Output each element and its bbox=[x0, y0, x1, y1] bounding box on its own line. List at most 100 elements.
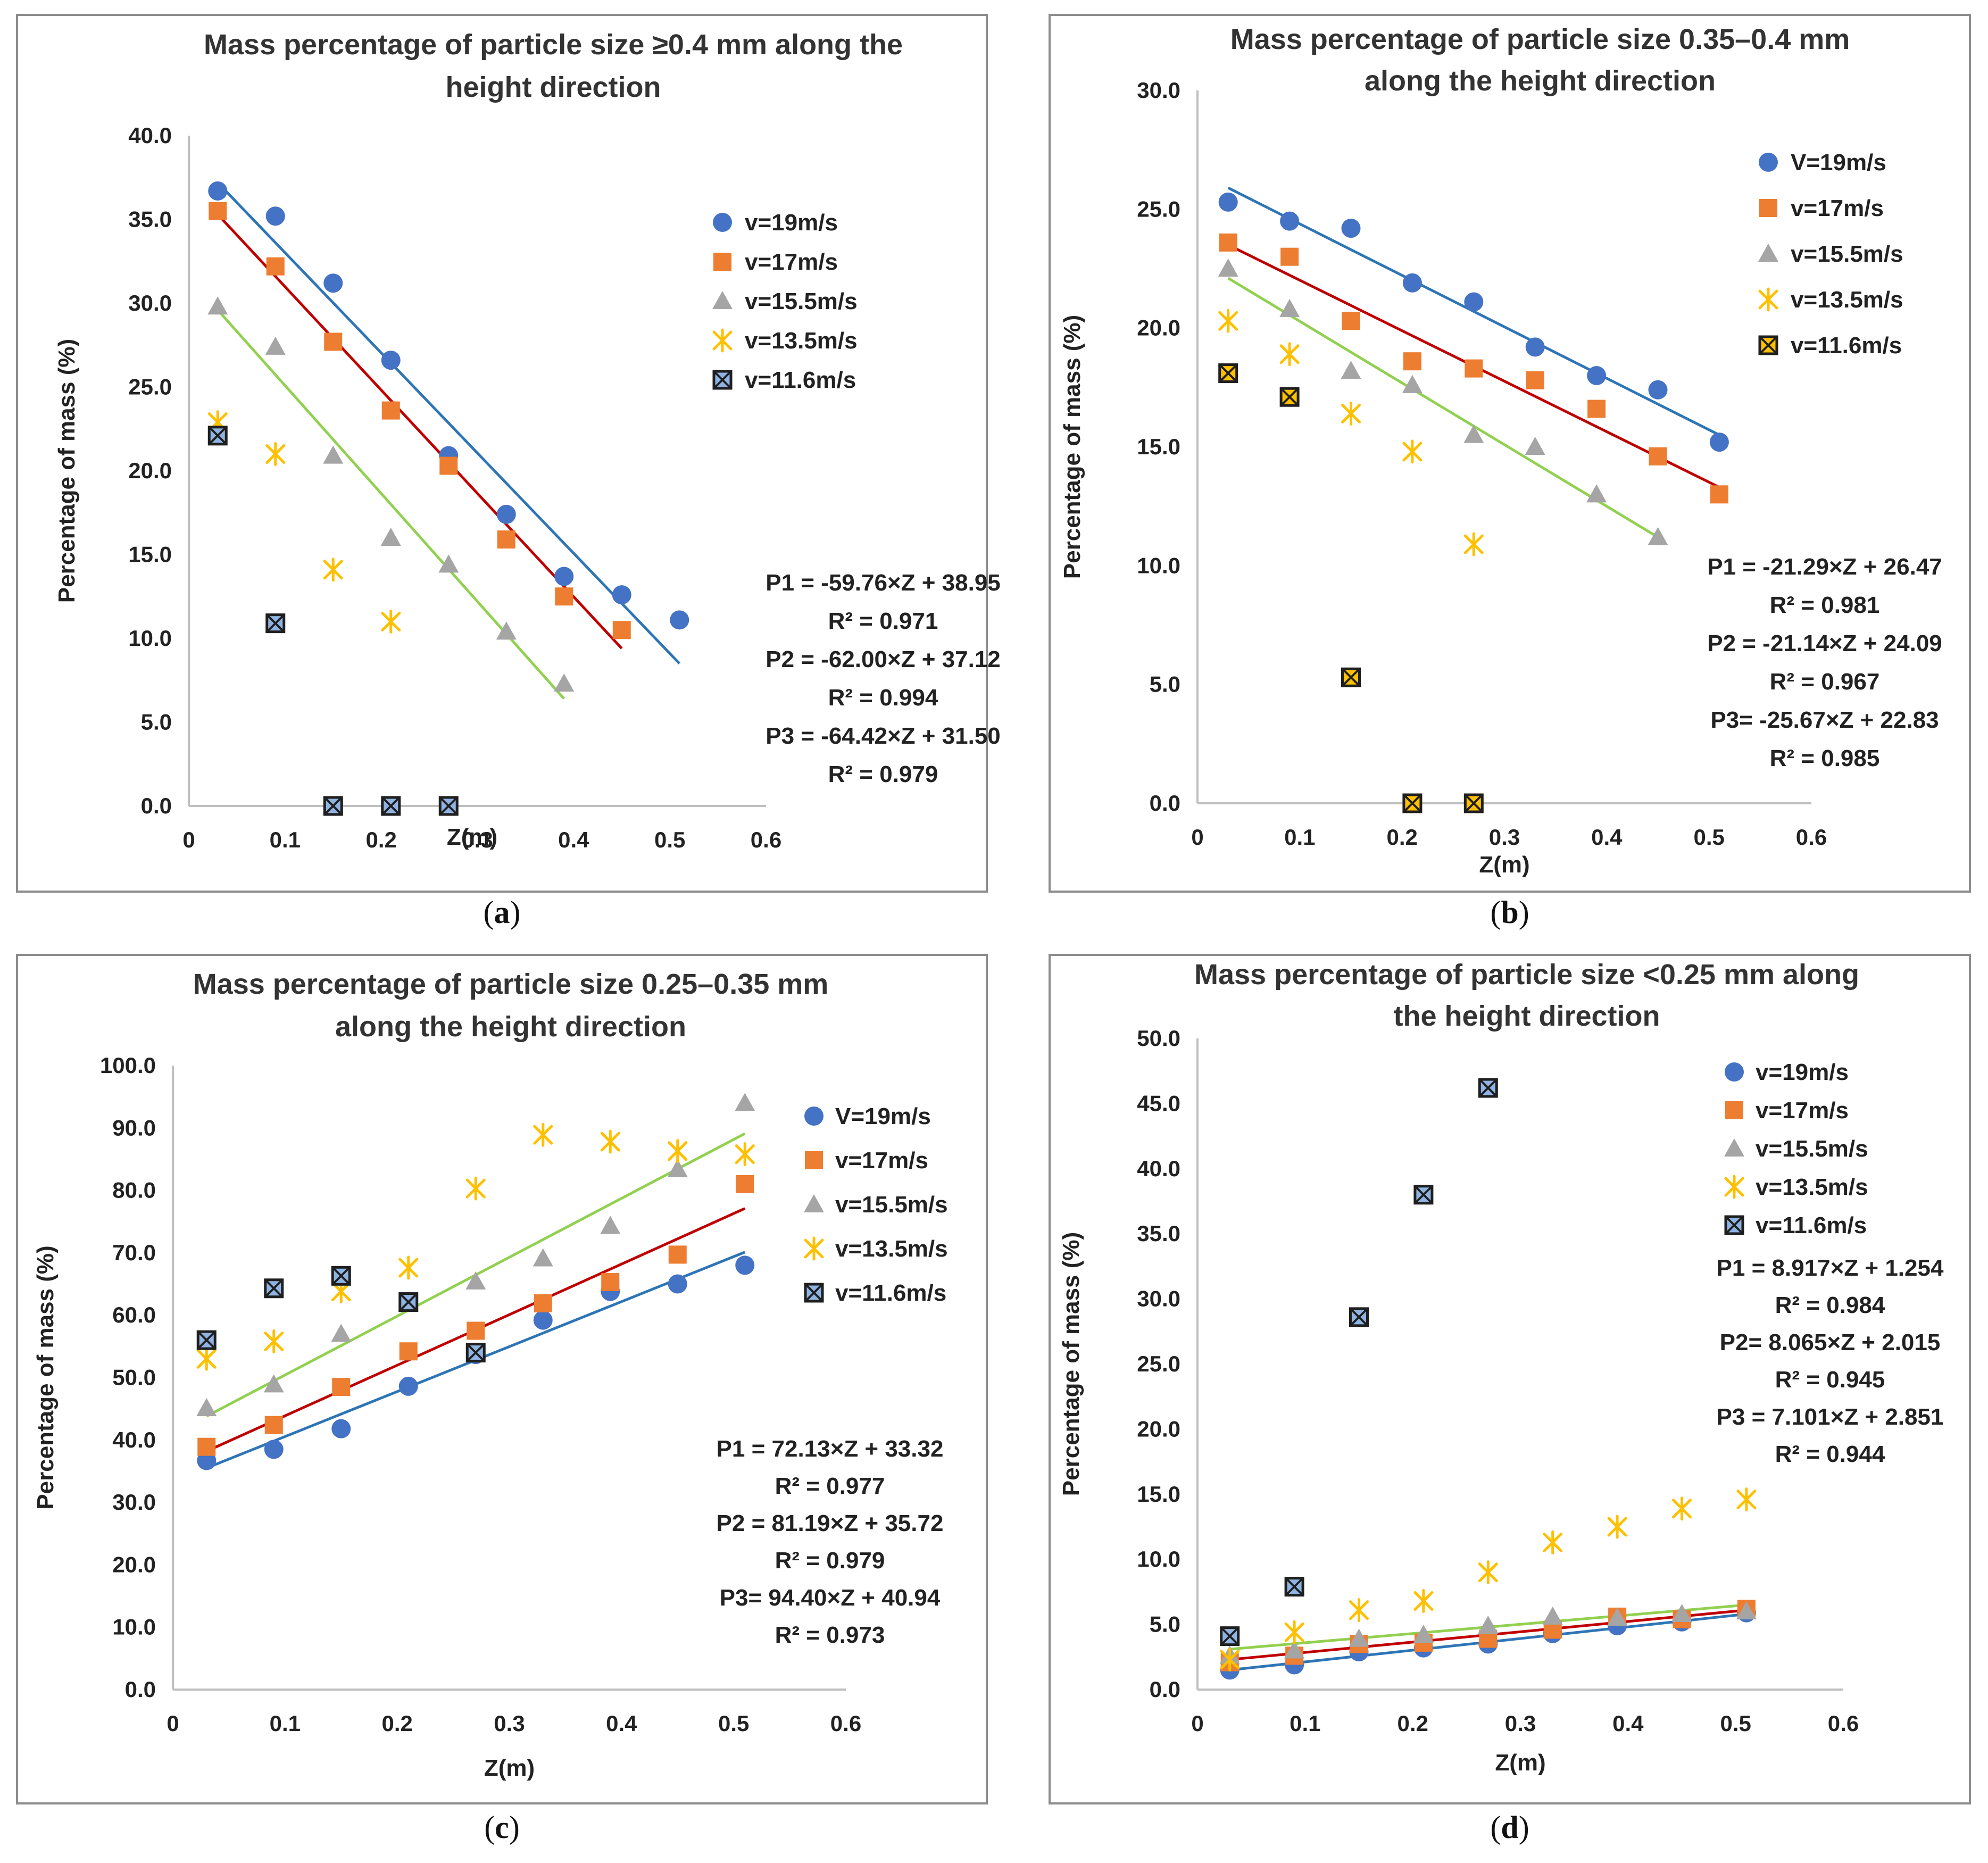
data-point bbox=[1463, 793, 1484, 813]
data-point bbox=[208, 181, 228, 201]
series-star bbox=[1220, 1487, 1757, 1672]
x-axis-label: Z(m) bbox=[1495, 1750, 1545, 1776]
y-tick-label: 5.0 bbox=[141, 710, 172, 735]
data-point-cross bbox=[467, 1344, 484, 1361]
data-point bbox=[467, 1321, 485, 1340]
y-tick-label: 20.0 bbox=[1137, 315, 1180, 340]
series-xsquare bbox=[196, 1266, 486, 1363]
data-point bbox=[266, 257, 285, 276]
y-tick-label: 30.0 bbox=[112, 1490, 156, 1515]
legend-marker bbox=[1725, 1062, 1744, 1082]
y-tick-label: 0.0 bbox=[125, 1677, 156, 1702]
data-point bbox=[1280, 247, 1299, 266]
fit-equation: R² = 0.984 bbox=[1775, 1292, 1885, 1318]
data-point bbox=[533, 1310, 553, 1330]
data-point bbox=[381, 610, 401, 634]
data-point-cross bbox=[1351, 1309, 1367, 1326]
data-point bbox=[1341, 401, 1361, 426]
data-point bbox=[1284, 1640, 1305, 1659]
data-point bbox=[196, 1330, 217, 1350]
data-point bbox=[1219, 233, 1237, 252]
fit-equation: R² = 0.981 bbox=[1770, 592, 1880, 618]
y-tick-label: 10.0 bbox=[1137, 1546, 1180, 1571]
legend-label: v=11.6m/s bbox=[1756, 1212, 1867, 1238]
legend-marker bbox=[804, 1283, 824, 1303]
data-point bbox=[1525, 337, 1545, 357]
caption-letter: a bbox=[494, 895, 510, 930]
chart-c: Mass percentage of particle size 0.25–0.… bbox=[16, 954, 988, 1804]
data-point-cross bbox=[382, 797, 400, 814]
y-tick-label: 10.0 bbox=[112, 1615, 156, 1640]
data-point bbox=[1218, 192, 1238, 212]
data-point bbox=[533, 1248, 553, 1267]
data-point-cross bbox=[198, 1332, 215, 1349]
legend-marker bbox=[1725, 1101, 1743, 1119]
data-point bbox=[265, 442, 286, 466]
series-circle bbox=[208, 181, 689, 630]
data-point bbox=[1341, 219, 1361, 238]
data-point-cross bbox=[325, 797, 342, 814]
data-point bbox=[1218, 259, 1238, 277]
data-point bbox=[1710, 485, 1728, 504]
data-point bbox=[1279, 298, 1300, 317]
x-tick-label: 0.6 bbox=[751, 827, 781, 852]
fit-equation: R² = 0.971 bbox=[828, 608, 938, 634]
legend-label: v=13.5m/s bbox=[1791, 287, 1903, 313]
data-point bbox=[1220, 1626, 1240, 1646]
data-point bbox=[1607, 1608, 1628, 1626]
x-tick-label: 0.2 bbox=[1386, 825, 1417, 850]
x-tick-label: 0.2 bbox=[365, 827, 396, 852]
x-tick-label: 0.3 bbox=[1489, 825, 1520, 850]
data-point bbox=[1648, 527, 1668, 545]
y-tick-label: 5.0 bbox=[1150, 672, 1180, 697]
data-point-cross bbox=[1281, 388, 1298, 405]
legend-marker bbox=[1759, 153, 1778, 172]
series-xsquare bbox=[1218, 363, 1484, 813]
data-point bbox=[668, 1139, 688, 1163]
data-point bbox=[265, 613, 286, 634]
fit-equation: P2 = 81.19×Z + 35.72 bbox=[717, 1510, 944, 1536]
data-point bbox=[196, 1398, 217, 1416]
x-tick-label: 0 bbox=[1191, 1711, 1203, 1736]
legend-marker bbox=[1758, 287, 1778, 312]
legend-marker bbox=[1759, 199, 1777, 217]
y-tick-label: 35.0 bbox=[1137, 1221, 1180, 1246]
data-point bbox=[1478, 1560, 1498, 1585]
series-triangle bbox=[1219, 1601, 1757, 1664]
x-tick-label: 0.5 bbox=[654, 827, 685, 852]
chart-frame bbox=[16, 954, 988, 1804]
data-point bbox=[667, 1159, 688, 1177]
data-point bbox=[1402, 375, 1423, 393]
data-point bbox=[1586, 484, 1607, 503]
data-point bbox=[554, 567, 574, 586]
fit-equation: P3 = 7.101×Z + 2.851 bbox=[1717, 1404, 1944, 1430]
data-point bbox=[612, 621, 631, 639]
data-point bbox=[1464, 292, 1484, 312]
caption-paren: ) bbox=[510, 895, 521, 930]
data-point bbox=[1349, 1307, 1369, 1327]
legend-label: v=11.6m/s bbox=[745, 367, 856, 393]
y-tick-label: 90.0 bbox=[112, 1115, 156, 1140]
legend-label: v=17m/s bbox=[1791, 195, 1884, 221]
y-tick-label: 25.0 bbox=[128, 375, 172, 400]
legend-label: v=11.6m/s bbox=[835, 1280, 946, 1306]
series-circle bbox=[1218, 192, 1729, 452]
chart-b: Mass percentage of particle size 0.35–0.… bbox=[1049, 14, 1971, 893]
data-point bbox=[735, 1142, 755, 1167]
legend-marker bbox=[713, 213, 732, 232]
panel-caption: (a) bbox=[484, 895, 521, 930]
trendline-p1 bbox=[217, 181, 681, 664]
data-point-cross bbox=[1465, 795, 1482, 812]
chart-title: along the height direction bbox=[1365, 65, 1716, 97]
series-star bbox=[196, 1122, 755, 1371]
data-point bbox=[1736, 1601, 1757, 1620]
data-point bbox=[670, 610, 689, 630]
caption-paren: ) bbox=[1519, 895, 1529, 930]
legend-marker bbox=[1758, 335, 1778, 355]
caption-paren: ( bbox=[1490, 1810, 1501, 1845]
data-point bbox=[264, 1278, 284, 1299]
data-point bbox=[1463, 532, 1484, 556]
data-point bbox=[1341, 361, 1361, 379]
y-tick-label: 35.0 bbox=[128, 207, 172, 232]
